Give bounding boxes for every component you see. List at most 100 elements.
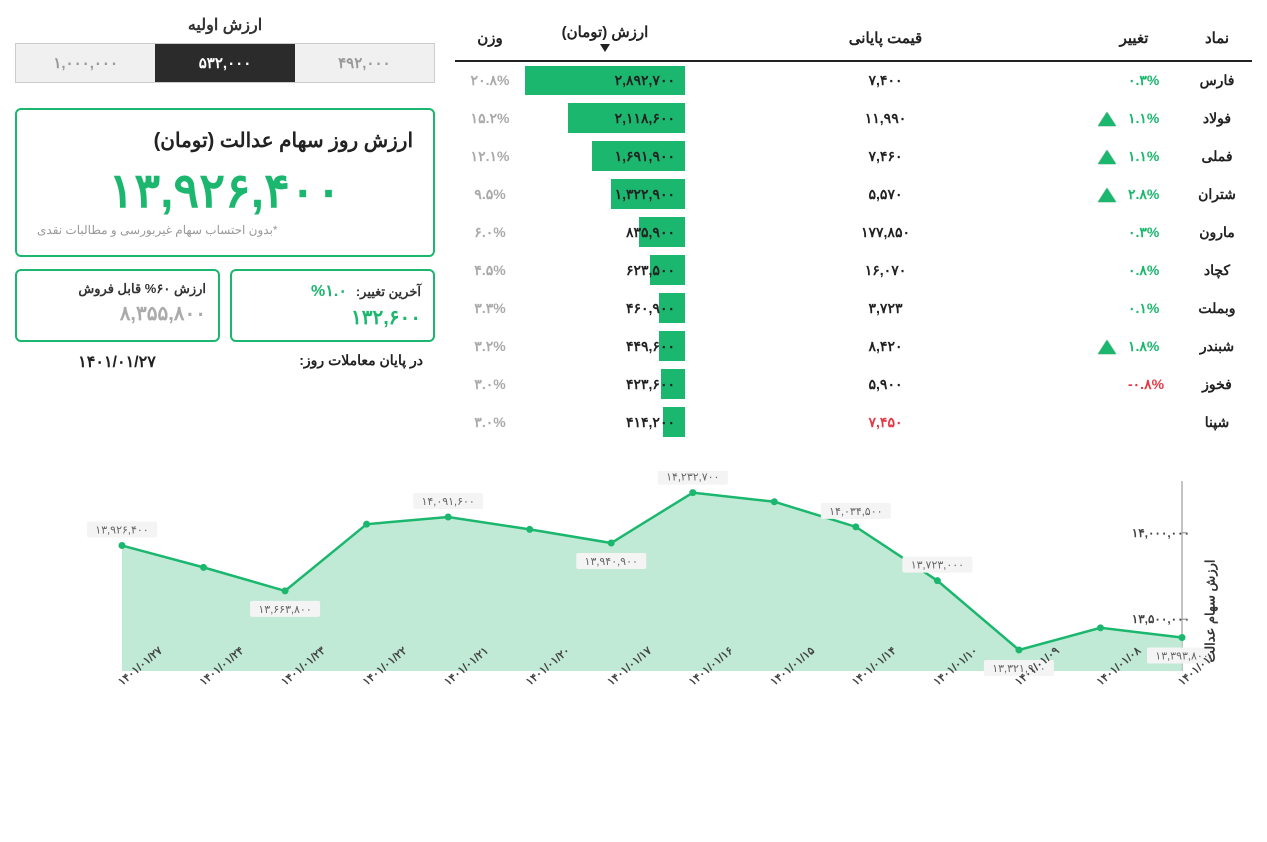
price-cell: ۳,۷۲۳ [685, 289, 1086, 327]
value-note: *بدون احتساب سهام غیربورسی و مطالبات نقد… [37, 223, 413, 237]
change-cell: ۰.۳% [1122, 61, 1182, 99]
price-cell: ۵,۹۰۰ [685, 365, 1086, 403]
table-row: فملی۱.۱%۷,۴۶۰۱,۶۹۱,۹۰۰۱۲.۱% [455, 137, 1252, 175]
svg-text:۱۳,۹۲۶,۴۰۰: ۱۳,۹۲۶,۴۰۰ [95, 525, 148, 537]
value-tabs: ۴۹۲,۰۰۰۵۳۲,۰۰۰۱,۰۰۰,۰۰۰ [15, 43, 435, 83]
change-cell: ۱.۱% [1122, 99, 1182, 137]
tab-1[interactable]: ۵۳۲,۰۰۰ [155, 44, 294, 82]
value-cell: ۴۶۰,۹۰۰ [525, 289, 685, 327]
table-row: وبملت۰.۱% ۳,۷۲۳۴۶۰,۹۰۰۳.۳% [455, 289, 1252, 327]
tab-2[interactable]: ۱,۰۰۰,۰۰۰ [16, 44, 155, 82]
initial-value-label: ارزش اولیه [15, 15, 435, 35]
svg-text:۱۴,۰۳۴,۵۰۰: ۱۴,۰۳۴,۵۰۰ [829, 506, 882, 518]
symbol-cell: فولاد [1182, 99, 1252, 137]
table-row: شپنا ۷,۴۵۰۴۱۴,۲۰۰۳.۰% [455, 403, 1252, 441]
svg-text:۱۴,۲۳۲,۷۰۰: ۱۴,۲۳۲,۷۰۰ [666, 472, 719, 484]
table-row: فارس۰.۳% ۷,۴۰۰۲,۸۹۲,۷۰۰۲۰.۸% [455, 61, 1252, 99]
change-cell: ۱.۱% [1122, 137, 1182, 175]
weight-cell: ۳.۰% [455, 365, 525, 403]
price-cell: ۱۶,۰۷۰ [685, 251, 1086, 289]
change-icon [1086, 213, 1122, 251]
price-cell: ۷,۴۰۰ [685, 61, 1086, 99]
change-cell: ۰.۸% [1122, 251, 1182, 289]
change-cell: ۱.۸% [1122, 327, 1182, 365]
last-change-box: آخرین تغییر: ۱.۰% ۱۳۲,۶۰۰ [230, 269, 435, 342]
weight-cell: ۶.۰% [455, 213, 525, 251]
symbol-cell: فملی [1182, 137, 1252, 175]
holdings-table: نماد تغییر قیمت پایانی ارزش (تومان) وزن … [455, 15, 1252, 441]
weight-cell: ۲۰.۸% [455, 61, 525, 99]
value-cell: ۴۲۳,۶۰۰ [525, 365, 685, 403]
price-cell: ۷,۴۵۰ [685, 403, 1086, 441]
weight-cell: ۱۵.۲% [455, 99, 525, 137]
symbol-cell: فخوز [1182, 365, 1252, 403]
change-icon [1086, 251, 1122, 289]
last-change-label: آخرین تغییر: [356, 284, 421, 299]
col-change[interactable]: تغییر [1086, 15, 1182, 61]
value-cell: ۲,۱۱۸,۶۰۰ [525, 99, 685, 137]
change-icon [1086, 99, 1122, 137]
svg-text:۱۳,۷۲۳,۰۰۰: ۱۳,۷۲۳,۰۰۰ [911, 560, 964, 572]
svg-text:۱۴,۰۹۱,۶۰۰: ۱۴,۰۹۱,۶۰۰ [421, 496, 474, 508]
symbol-cell: وبملت [1182, 289, 1252, 327]
value-chart: ارزش سهام عدالت ۱۳,۵۰۰,۰۰۰۱۴,۰۰۰,۰۰۰۱۳,۳… [15, 471, 1252, 751]
value-cell: ۸۳۵,۹۰۰ [525, 213, 685, 251]
weight-cell: ۳.۳% [455, 289, 525, 327]
change-cell: -۰.۸% [1122, 365, 1182, 403]
change-icon [1086, 327, 1122, 365]
symbol-cell: مارون [1182, 213, 1252, 251]
change-cell: ۲.۸% [1122, 175, 1182, 213]
table-row: فخوز-۰.۸% ۵,۹۰۰۴۲۳,۶۰۰۳.۰% [455, 365, 1252, 403]
table-row: فولاد۱.۱%۱۱,۹۹۰۲,۱۱۸,۶۰۰۱۵.۲% [455, 99, 1252, 137]
col-price[interactable]: قیمت پایانی [685, 15, 1086, 61]
value-cell: ۲,۸۹۲,۷۰۰ [525, 61, 685, 99]
price-cell: ۱۷۷,۸۵۰ [685, 213, 1086, 251]
date-text: ۱۴۰۱/۰۱/۲۷ [15, 352, 219, 372]
symbol-cell: شپنا [1182, 403, 1252, 441]
value-cell: ۴۴۹,۶۰۰ [525, 327, 685, 365]
value-title: ارزش روز سهام عدالت (تومان) [37, 128, 413, 153]
value-cell: ۱,۳۲۲,۹۰۰ [525, 175, 685, 213]
change-icon [1086, 289, 1122, 327]
price-cell: ۸,۴۲۰ [685, 327, 1086, 365]
symbol-cell: شبندر [1182, 327, 1252, 365]
col-weight[interactable]: وزن [455, 15, 525, 61]
value-amount: ۱۳,۹۲۶,۴۰۰ [37, 163, 413, 219]
value-cell: ۶۲۳,۵۰۰ [525, 251, 685, 289]
table-row: مارون۰.۳%۱۷۷,۸۵۰۸۳۵,۹۰۰۶.۰% [455, 213, 1252, 251]
change-icon [1086, 365, 1122, 403]
change-icon [1086, 403, 1122, 441]
col-value[interactable]: ارزش (تومان) [525, 15, 685, 61]
weight-cell: ۳.۰% [455, 403, 525, 441]
change-icon [1086, 137, 1122, 175]
value-cell: ۱,۶۹۱,۹۰۰ [525, 137, 685, 175]
tab-0[interactable]: ۴۹۲,۰۰۰ [295, 44, 434, 82]
weight-cell: ۳.۲% [455, 327, 525, 365]
symbol-cell: فارس [1182, 61, 1252, 99]
svg-text:۱۳,۵۰۰,۰۰۰: ۱۳,۵۰۰,۰۰۰ [1132, 612, 1190, 626]
up-triangle-icon [1098, 188, 1116, 202]
up-triangle-icon [1098, 150, 1116, 164]
up-triangle-icon [1098, 340, 1116, 354]
last-change-pct: ۱.۰% [311, 283, 347, 300]
svg-text:۱۴,۰۰۰,۰۰۰: ۱۴,۰۰۰,۰۰۰ [1132, 526, 1190, 540]
price-cell: ۷,۴۶۰ [685, 137, 1086, 175]
weight-cell: ۴.۵% [455, 251, 525, 289]
value-cell: ۴۱۴,۲۰۰ [525, 403, 685, 441]
table-row: شبندر۱.۸% ۸,۴۲۰۴۴۹,۶۰۰۳.۲% [455, 327, 1252, 365]
weight-cell: ۹.۵% [455, 175, 525, 213]
chart-y-title: ارزش سهام عدالت [1202, 559, 1218, 662]
table-row: کچاد۰.۸% ۱۶,۰۷۰۶۲۳,۵۰۰۴.۵% [455, 251, 1252, 289]
end-of-day-label: در پایان معاملات روز: [219, 352, 435, 372]
change-icon [1086, 175, 1122, 213]
table-row: شتران۲.۸% ۵,۵۷۰۱,۳۲۲,۹۰۰۹.۵% [455, 175, 1252, 213]
change-cell: ۰.۱% [1122, 289, 1182, 327]
col-symbol[interactable]: نماد [1182, 15, 1252, 61]
change-icon [1086, 61, 1122, 99]
price-cell: ۵,۵۷۰ [685, 175, 1086, 213]
symbol-cell: کچاد [1182, 251, 1252, 289]
sellable-box: ارزش ۶۰% قابل فروش ۸,۳۵۵,۸۰۰ [15, 269, 220, 342]
symbol-cell: شتران [1182, 175, 1252, 213]
svg-text:۱۳,۶۶۳,۸۰۰: ۱۳,۶۶۳,۸۰۰ [258, 604, 311, 616]
change-cell [1122, 403, 1182, 441]
